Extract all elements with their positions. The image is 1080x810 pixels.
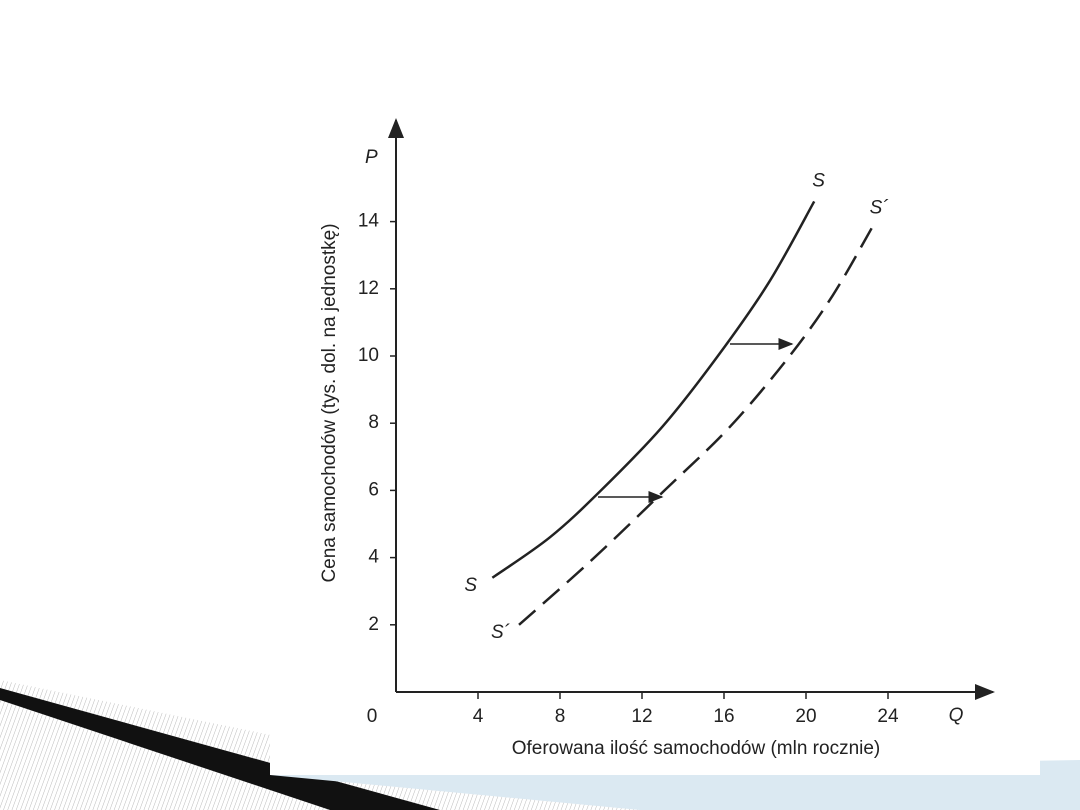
y-axis-label: Cena samochodów (tys. dol. na jednostkę): [319, 223, 340, 582]
curve-label: S´: [870, 197, 890, 218]
x-tick-label: 12: [631, 706, 652, 727]
x-tick-label: 24: [877, 706, 899, 727]
y-tick-label: 10: [358, 345, 379, 366]
x-axis-symbol: Q: [949, 705, 964, 726]
curve-label: S: [812, 170, 825, 191]
supply-curve: [491, 200, 816, 579]
x-tick-label: 8: [555, 706, 566, 727]
y-axis-symbol: P: [365, 147, 378, 168]
y-tick-label: 4: [368, 547, 379, 568]
x-tick-label: 4: [473, 706, 484, 727]
y-tick-label: 8: [368, 412, 379, 433]
supply-curve: [518, 227, 873, 626]
chart-background: [270, 100, 1040, 775]
y-tick-label: 14: [358, 211, 380, 232]
x-tick-label: 16: [713, 706, 734, 727]
x-axis-label: Oferowana ilość samochodów (mln rocznie): [512, 738, 881, 759]
y-tick-label: 12: [358, 278, 379, 299]
x-tick-label: 0: [367, 706, 378, 727]
y-tick-label: 6: [368, 479, 379, 500]
y-tick-label: 2: [368, 614, 379, 635]
curve-label: S´: [491, 622, 511, 643]
curve-label: S: [464, 575, 477, 596]
x-tick-label: 20: [795, 706, 816, 727]
chart: P Q Oferowana ilość samochodów (mln rocz…: [319, 118, 995, 759]
